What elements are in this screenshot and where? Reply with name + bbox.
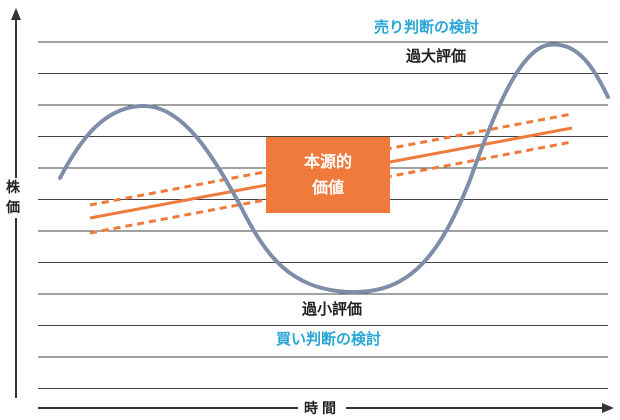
x-axis-arrow: [602, 403, 614, 413]
y-axis-arrow: [11, 8, 21, 20]
x-axis-label: 時間: [298, 398, 346, 418]
y-axis-label: 株 価: [2, 178, 24, 218]
overvalued-label: 過大評価: [400, 45, 473, 66]
stock-price-curve: [58, 42, 610, 295]
y-axis-label-line1: 株: [6, 180, 20, 196]
sell-consider-label: 売り判断の検討: [368, 16, 486, 37]
undervalued-label: 過小評価: [296, 298, 369, 319]
y-axis-label-line2: 価: [6, 200, 20, 216]
buy-consider-label: 買い判断の検討: [270, 328, 388, 349]
intrinsic-value-label-line2: 価値: [311, 178, 344, 197]
intrinsic-value-label-line1: 本源的: [303, 152, 352, 171]
intrinsic-value-box: 本源的 価値: [266, 137, 390, 213]
